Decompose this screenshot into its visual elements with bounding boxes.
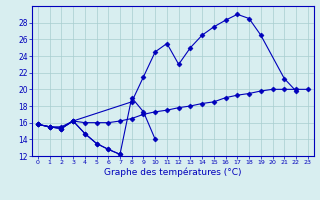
X-axis label: Graphe des températures (°C): Graphe des températures (°C) (104, 168, 242, 177)
